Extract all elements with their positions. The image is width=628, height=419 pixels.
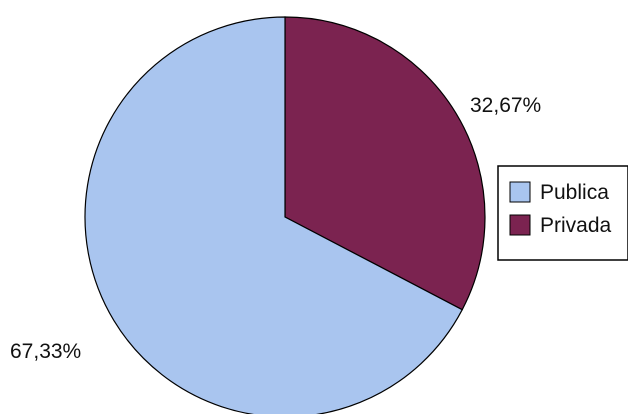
data-labels: 67,33% 32,67% [10,94,541,363]
data-label-privada: 32,67% [470,94,541,117]
legend: Publica Privada [497,165,628,261]
legend-items: Publica Privada [509,181,612,237]
legend-swatch-privada [509,214,531,236]
pie-slice-publica [84,16,464,418]
data-label-publica: 67,33% [10,340,81,363]
pie-slices [84,16,486,418]
legend-label-privada: Privada [540,214,612,237]
pie-slice-privada [284,16,486,311]
legend-swatch-publica [509,181,531,203]
legend-label-publica: Publica [540,181,609,204]
